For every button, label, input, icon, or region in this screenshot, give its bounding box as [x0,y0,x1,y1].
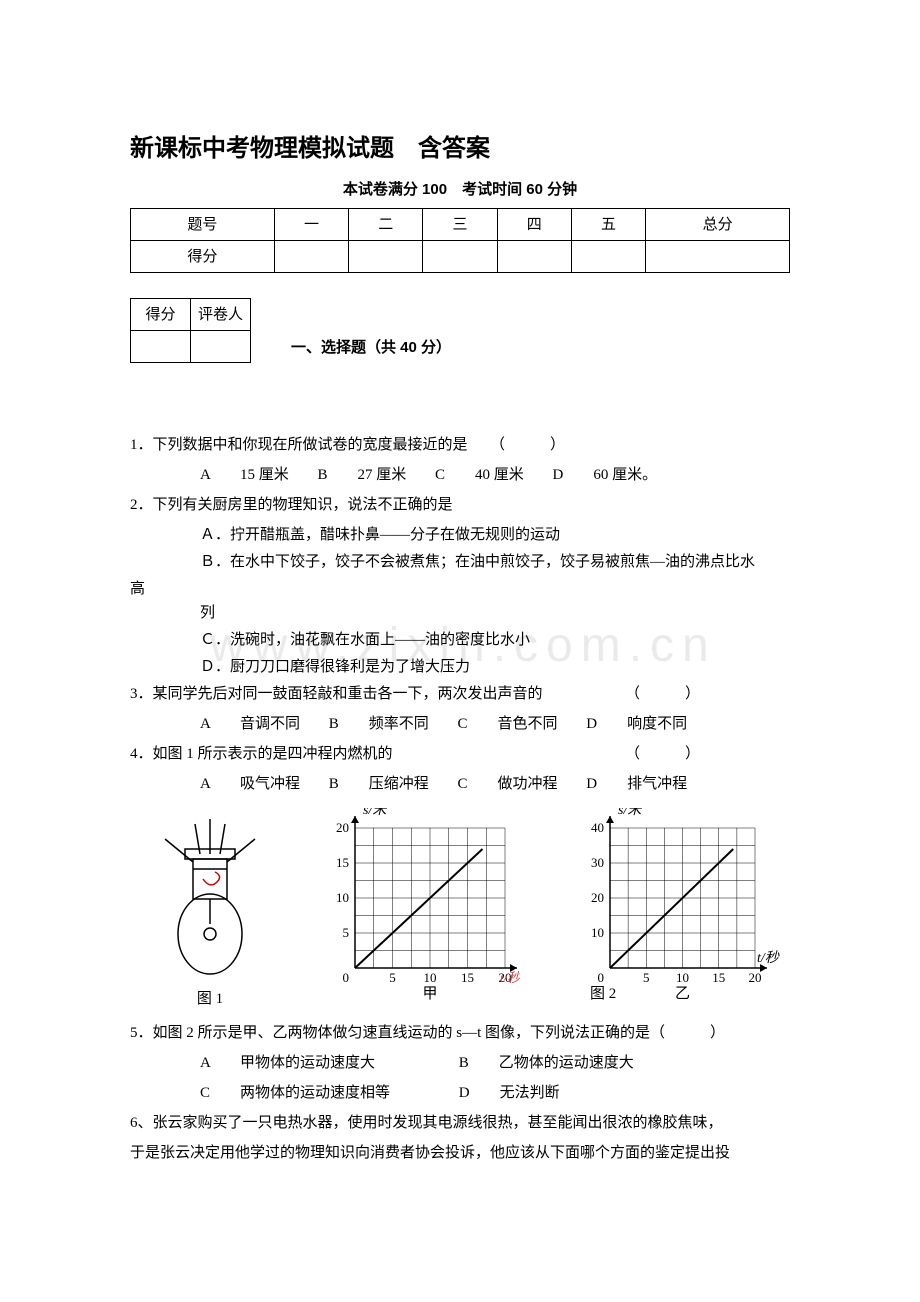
option-b: B 压缩冲程 [329,776,429,792]
option-d: D 无法判断 [459,1085,560,1101]
figure-1: 图 1 [155,804,265,1011]
svg-text:5: 5 [389,970,396,985]
question-2-option-b-line2: 高 [130,577,790,601]
question-6-line2: 于是张云决定用他学过的物理知识向消费者协会投诉，他应该从下面哪个方面的鉴定提出投 [130,1141,790,1165]
section-header-row: 得分 评卷人 一、选择题（共 40 分） [130,298,790,398]
table-cell [646,241,790,273]
question-6-line1: 6、张云家购买了一只电热水器，使用时发现其电源线很热，甚至能闻出很浓的橡胶焦味， [130,1111,790,1135]
chart-right: 5 10 15 20 10 20 30 40 0 s/米 t/秒乙 图 2 [575,808,790,1011]
question-4-options: A 吸气冲程 B 压缩冲程 C 做功冲程 D 排气冲程 [200,772,790,796]
svg-text:15: 15 [712,970,725,985]
table-header: 三 [423,209,497,241]
table-header: 题号 [131,209,275,241]
table-cell [274,241,348,273]
question-2-option-b-line1: Ｂ．在水中下饺子，饺子不会被煮焦；在油中煎饺子，饺子易被煎焦—油的沸点比水 [200,550,790,574]
table-cell [191,331,251,363]
table-header: 五 [571,209,645,241]
svg-text:15: 15 [336,855,349,870]
svg-text:30: 30 [591,855,604,870]
question-3-options: A 音调不同 B 频率不同 C 音色不同 D 响度不同 [200,712,790,736]
table-row: 题号 一 二 三 四 五 总分 [131,209,790,241]
svg-text:20: 20 [749,970,762,985]
option-b: B 乙物体的运动速度大 [459,1055,634,1071]
svg-text:t/秒: t/秒 [757,950,780,966]
table-cell [571,241,645,273]
table-row [131,331,251,363]
option-c: C 音色不同 [458,716,558,732]
section-title: 一、选择题（共 40 分） [291,336,451,360]
option-c: C 两物体的运动速度相等 [200,1081,430,1105]
option-c: C 40 厘米 [435,467,524,483]
question-3: 3．某同学先后对同一鼓面轻敲和重击各一下，两次发出声音的 （ ） [130,682,790,706]
chart-left: 510152051015200s/米t/秒甲 [320,808,520,1011]
figure-1-label: 图 1 [155,987,265,1011]
table-cell: 得分 [131,299,191,331]
score-table: 题号 一 二 三 四 五 总分 得分 [130,208,790,273]
svg-text:40: 40 [591,820,604,835]
svg-text:10: 10 [676,970,689,985]
question-4: 4．如图 1 所示表示的是四冲程内燃机的 （ ） [130,742,790,766]
table-cell [131,331,191,363]
engine-icon [155,804,265,979]
svg-text:图 2: 图 2 [590,985,616,1002]
question-1-options: A 15 厘米 B 27 厘米 C 40 厘米 D 60 厘米。 [200,463,790,487]
option-a: A 15 厘米 [200,467,289,483]
table-header: 总分 [646,209,790,241]
question-2-option-c: Ｃ．洗碗时，油花飘在水面上——油的密度比水小 [200,628,790,652]
table-row: 得分 [131,241,790,273]
svg-text:0: 0 [598,970,605,985]
option-b: B 27 厘米 [318,467,407,483]
option-c: C 做功冲程 [458,776,558,792]
svg-text:0: 0 [343,970,350,985]
table-cell [423,241,497,273]
table-cell [497,241,571,273]
option-d: D 60 厘米。 [553,467,658,483]
svg-text:20: 20 [336,820,349,835]
document-title: 新课标中考物理模拟试题 含答案 [130,130,790,168]
table-header: 四 [497,209,571,241]
table-cell [349,241,423,273]
svg-text:15: 15 [461,970,474,985]
question-2-option-a: Ａ．拧开醋瓶盖，醋味扑鼻——分子在做无规则的运动 [200,523,790,547]
option-d: D 响度不同 [586,716,687,732]
figures-row: 图 1 5 10 15 20 5 10 15 20 0 s/米 t/秒甲 5 10 15 20 10 20 30… [155,804,790,1011]
table-header: 一 [274,209,348,241]
svg-text:20: 20 [591,890,604,905]
line-chart-left: 510152051015200s/米t/秒甲 [320,808,520,1003]
option-d: D 排气冲程 [586,776,687,792]
question-2-option-d: Ｄ．厨刀刀口磨得很锋利是为了增大压力 [200,655,790,679]
svg-text:5: 5 [643,970,650,985]
question-2-option-b-line3: 列 [200,601,790,625]
document-subtitle: 本试卷满分 100 考试时间 60 分钟 [130,178,790,202]
line-chart-right: 5 10 15 20 10 20 30 40 0 s/米 t/秒乙 图 2 [575,808,790,1003]
svg-text:10: 10 [336,890,349,905]
table-row: 得分 评卷人 [131,299,251,331]
question-1: 1．下列数据中和你现在所做试卷的宽度最接近的是 （ ） [130,433,790,457]
svg-text:甲: 甲 [422,986,437,1002]
svg-text:10: 10 [424,970,437,985]
question-2: 2．下列有关厨房里的物理知识，说法不正确的是 [130,493,790,517]
svg-text:t/秒: t/秒 [500,970,520,985]
svg-text:10: 10 [591,925,604,940]
question-5: 5．如图 2 所示是甲、乙两物体做匀速直线运动的 s—t 图像，下列说法正确的是… [130,1021,790,1045]
svg-text:5: 5 [343,925,350,940]
svg-text:s/米: s/米 [363,808,388,818]
question-5-options-row2: C 两物体的运动速度相等 D 无法判断 [200,1081,790,1105]
option-a: A 音调不同 [200,716,300,732]
option-a: A 吸气冲程 [200,776,300,792]
option-b: B 频率不同 [329,716,429,732]
svg-text:乙: 乙 [675,986,690,1002]
question-5-options-row1: A 甲物体的运动速度大 B 乙物体的运动速度大 [200,1051,790,1075]
grader-table: 得分 评卷人 [130,298,251,363]
option-a: A 甲物体的运动速度大 [200,1051,430,1075]
table-cell: 评卷人 [191,299,251,331]
table-header: 二 [349,209,423,241]
table-cell: 得分 [131,241,275,273]
svg-text:s/米: s/米 [618,808,643,818]
